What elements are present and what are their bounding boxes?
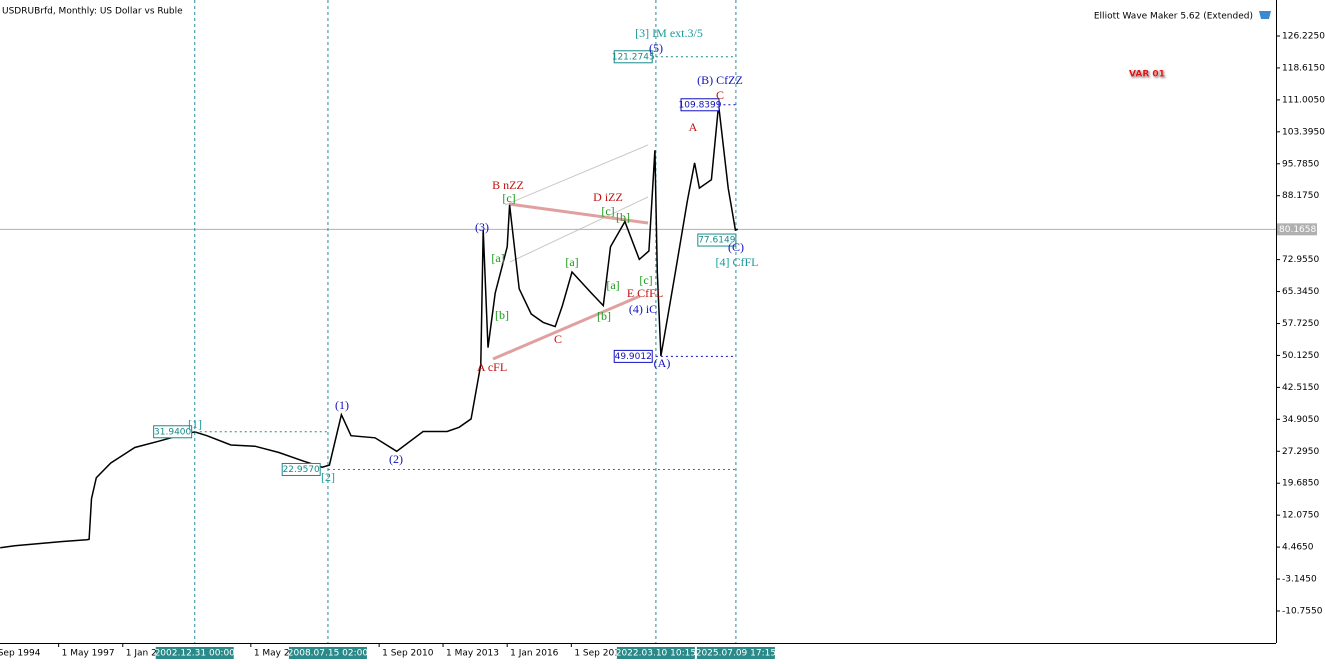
y-tick-label: 50.1250 [1282, 351, 1319, 361]
x-tick-label: 1 Sep 2010 [382, 649, 434, 659]
current-price-label: 80.1658 [1279, 225, 1316, 235]
wave-label: (1) [335, 398, 349, 412]
level-label: 121.2745 [612, 52, 655, 62]
y-tick-label: 19.6850 [1282, 479, 1319, 489]
time-marker-box [288, 647, 367, 659]
level-box [680, 98, 720, 112]
triangle-line [492, 294, 641, 361]
wave-label: C [554, 332, 562, 346]
y-tick-label: 88.1750 [1282, 191, 1319, 201]
wave-label: [4] CfFL [716, 255, 759, 269]
x-tick-label: 1 May 1997 [62, 649, 115, 659]
level-label: 22.9570 [283, 465, 320, 475]
level-box [697, 233, 737, 247]
x-tick-label: 1 May 2013 [446, 649, 499, 659]
wave-label: [b] [597, 309, 611, 323]
triangle-line [508, 202, 649, 225]
time-marker-label: 2002.12.31 00:00 [155, 649, 236, 659]
x-tick-label: 1 May 2005 [254, 649, 307, 659]
price-line [0, 104, 739, 549]
x-tick-label: 1 Sep 2018 [574, 649, 626, 659]
y-tick-label: -10.7550 [1282, 606, 1323, 616]
time-marker-box [616, 647, 695, 659]
time-marker-label: 2022.03.10 10:15 [616, 649, 696, 659]
wave-label: (C) [728, 240, 744, 254]
y-tick-label: 118.6150 [1282, 63, 1325, 73]
indicator-name: Elliott Wave Maker 5.62 (Extended) [1094, 12, 1253, 22]
level-box [281, 462, 321, 476]
level-label: 77.6149 [698, 236, 735, 246]
variant-label: VAR 01 [1129, 70, 1165, 80]
y-tick-label: 65.3450 [1282, 287, 1319, 297]
wave-label: [c] [601, 204, 614, 218]
wave-label: (2) [389, 452, 403, 466]
y-tick-label: 42.5150 [1282, 383, 1319, 393]
y-tick-label: 27.2950 [1282, 447, 1319, 457]
wave-label: (A) [654, 356, 671, 370]
level-box [613, 50, 653, 64]
level-box [153, 425, 193, 439]
wave-label: [b] [495, 308, 509, 322]
y-tick-label: 126.2250 [1282, 31, 1325, 41]
y-tick-label: -3.1450 [1282, 575, 1317, 585]
time-marker-label: 2025.07.09 17:15 [696, 649, 776, 659]
y-tick-label: 72.9550 [1282, 255, 1319, 265]
wave-label: (4) iC [629, 302, 657, 316]
time-marker-label: 2008.07.15 02:00 [288, 649, 369, 659]
y-tick-label: 57.7250 [1282, 319, 1319, 329]
wave-label: A cFL [477, 360, 507, 374]
wave-label: [c] [639, 273, 652, 287]
level-label: 49.9012 [615, 352, 652, 362]
wave-label: A [689, 120, 698, 134]
chart-title: USDRUBrfd, Monthly: US Dollar vs Ruble [2, 7, 183, 17]
time-marker-box [155, 647, 234, 659]
y-tick-label: 111.0050 [1282, 95, 1325, 105]
level-box [613, 349, 653, 363]
wave-label: [c] [502, 191, 515, 205]
wave-label: B nZZ [492, 178, 524, 192]
channel-line [504, 144, 649, 206]
wave-label: C [716, 88, 724, 102]
indicator-icon [1259, 11, 1271, 19]
level-label: 109.8399 [679, 100, 722, 110]
wave-label: [b] [616, 210, 630, 224]
wave-label: [2] [321, 470, 335, 484]
y-tick-label: 12.0750 [1282, 511, 1319, 521]
wave-label: [a] [565, 255, 578, 269]
wave-label: D iZZ [593, 190, 623, 204]
wave-label: (3) [475, 220, 489, 234]
current-price-box [1277, 223, 1317, 236]
x-tick-label: 1 Jan 2016 [510, 649, 558, 659]
y-tick-label: 95.7850 [1282, 159, 1319, 169]
wave-label: [a] [491, 251, 504, 265]
y-tick-label: 4.4650 [1282, 543, 1314, 553]
time-marker-box [696, 647, 775, 659]
wave-label: [a] [606, 278, 619, 292]
x-tick-label: Sep 1994 [0, 649, 41, 659]
y-tick-label: 103.3950 [1282, 127, 1325, 137]
wave-label: E CfFL [627, 286, 663, 300]
x-tick-label: 1 Jan 2000 [126, 649, 174, 659]
wave-label: (B) CfZZ [697, 73, 743, 87]
wave-label: [1] [188, 417, 202, 431]
y-tick-label: 34.9050 [1282, 415, 1319, 425]
wave-label: (5) [649, 41, 663, 55]
level-label: 31.9400 [154, 427, 191, 437]
wave-label: [3] IM ext.3/5 [635, 26, 703, 40]
